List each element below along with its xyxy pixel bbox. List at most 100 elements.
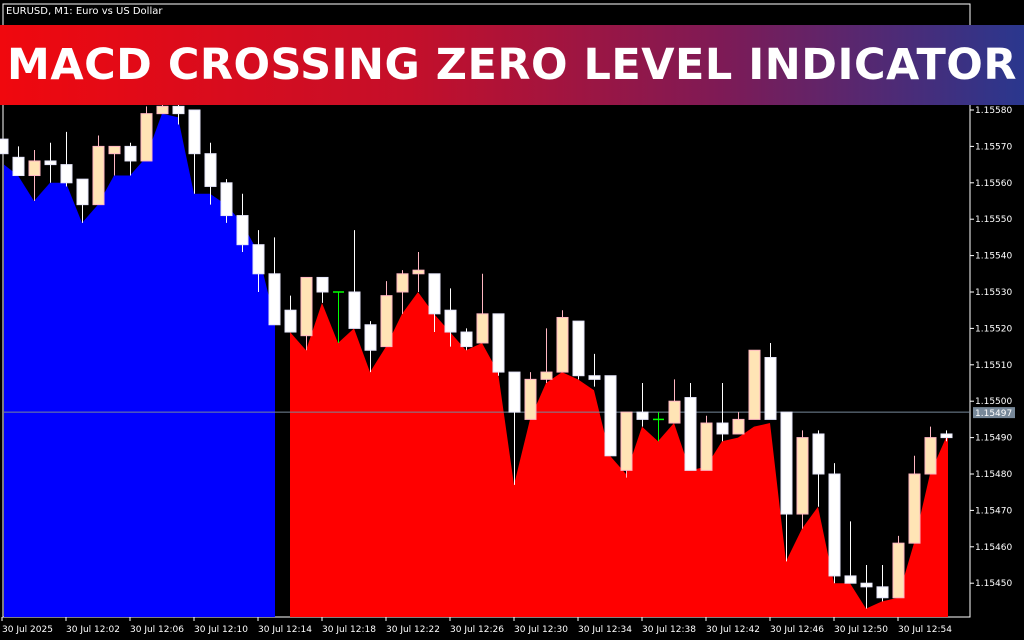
candle-body (60, 164, 73, 184)
candle (44, 142, 57, 183)
candle (700, 415, 713, 471)
banner-text: MACD CROSSING ZERO LEVEL INDICATOR (7, 40, 1017, 90)
candle-body (844, 575, 857, 584)
candle-body (572, 320, 585, 377)
candle-body (540, 371, 553, 380)
candle (28, 150, 41, 201)
candle (188, 109, 201, 194)
y-tick-label: 1.15550 (975, 215, 1012, 225)
candle (716, 383, 729, 442)
candle (316, 276, 329, 303)
y-tick-label: 1.15510 (975, 361, 1012, 371)
x-tick-label: 30 Jul 12:06 (130, 625, 184, 635)
candle-body (668, 400, 681, 424)
x-tick-label: 30 Jul 12:54 (898, 625, 952, 635)
current-price-badge (973, 407, 1015, 419)
candle-body (476, 313, 489, 344)
x-tick-label: 30 Jul 12:46 (770, 625, 824, 635)
candle (876, 565, 889, 602)
candle (333, 291, 344, 343)
candle-body (764, 357, 777, 420)
candle (172, 102, 185, 125)
y-tick-label: 1.15460 (975, 543, 1012, 553)
candle-body (12, 156, 25, 177)
y-tick-label: 1.15470 (975, 506, 1012, 516)
candle (588, 353, 601, 387)
y-tick-label: 1.15450 (975, 579, 1012, 589)
candle-body (444, 309, 457, 333)
x-tick-label: 30 Jul 12:50 (834, 625, 888, 635)
candle (892, 535, 905, 599)
candle (636, 383, 649, 427)
y-tick-label: 1.15560 (975, 179, 1012, 189)
candle (940, 430, 953, 442)
candle-body (268, 273, 281, 326)
candle-body (428, 273, 441, 315)
candle-body (156, 105, 169, 115)
y-tick-label: 1.15570 (975, 142, 1012, 152)
candle-body (204, 153, 217, 187)
candle (620, 411, 633, 478)
candle-body (908, 473, 921, 544)
candle-body (412, 269, 425, 275)
x-tick-label: 30 Jul 12:38 (642, 625, 696, 635)
candle (572, 320, 585, 380)
candle-body (620, 411, 633, 471)
y-tick-label: 1.15520 (975, 324, 1012, 334)
candle-body (508, 371, 521, 413)
candle (124, 142, 137, 176)
candle-body (732, 418, 745, 435)
promo-banner: MACD CROSSING ZERO LEVEL INDICATOR (0, 25, 1024, 105)
candle-body (0, 138, 9, 155)
candle-body (380, 295, 393, 348)
x-tick-label: 30 Jul 12:42 (706, 625, 760, 635)
candle (236, 193, 249, 252)
candle (364, 321, 377, 373)
candle (92, 135, 105, 206)
y-tick-label: 1.15480 (975, 470, 1012, 480)
candle (396, 270, 409, 314)
candle (300, 276, 313, 351)
candle (252, 230, 265, 292)
candle (476, 273, 489, 344)
chart-title: EURUSD, M1: Euro vs US Dollar (6, 6, 163, 17)
y-tick-label: 1.15500 (975, 397, 1012, 407)
x-tick-label: 30 Jul 12:26 (450, 625, 504, 635)
candle-body (716, 422, 729, 435)
y-tick-label: 1.15540 (975, 252, 1012, 262)
candle (524, 372, 537, 420)
x-tick-label: 30 Jul 12:34 (578, 625, 632, 635)
candle-body (796, 437, 809, 515)
x-tick-label: 30 Jul 12:10 (194, 625, 248, 635)
current-price-label: 1.15497 (975, 409, 1012, 419)
candle-body (940, 433, 953, 439)
candle-body (700, 422, 713, 471)
y-tick-label: 1.15490 (975, 434, 1012, 444)
candle-body (140, 113, 153, 162)
candle (796, 430, 809, 529)
candle (780, 411, 793, 562)
candle-body (876, 586, 889, 599)
candle (604, 375, 617, 457)
candle (268, 237, 281, 326)
candle-body (124, 145, 137, 162)
candle (684, 383, 697, 471)
candle-body (300, 276, 313, 337)
candle (284, 295, 297, 333)
candle (460, 328, 473, 351)
candle (540, 328, 553, 383)
candle (380, 281, 393, 348)
candle-body (44, 160, 57, 166)
candle-body (636, 411, 649, 420)
candle (732, 412, 745, 435)
candle-body (252, 244, 265, 275)
candle (140, 106, 153, 162)
candle-body (828, 473, 841, 577)
candle-body (492, 313, 505, 373)
candle-body (524, 378, 537, 420)
x-tick-label: 30 Jul 12:14 (258, 625, 312, 635)
candle (908, 455, 921, 544)
candle-body (860, 582, 873, 588)
candle-body (748, 349, 761, 420)
